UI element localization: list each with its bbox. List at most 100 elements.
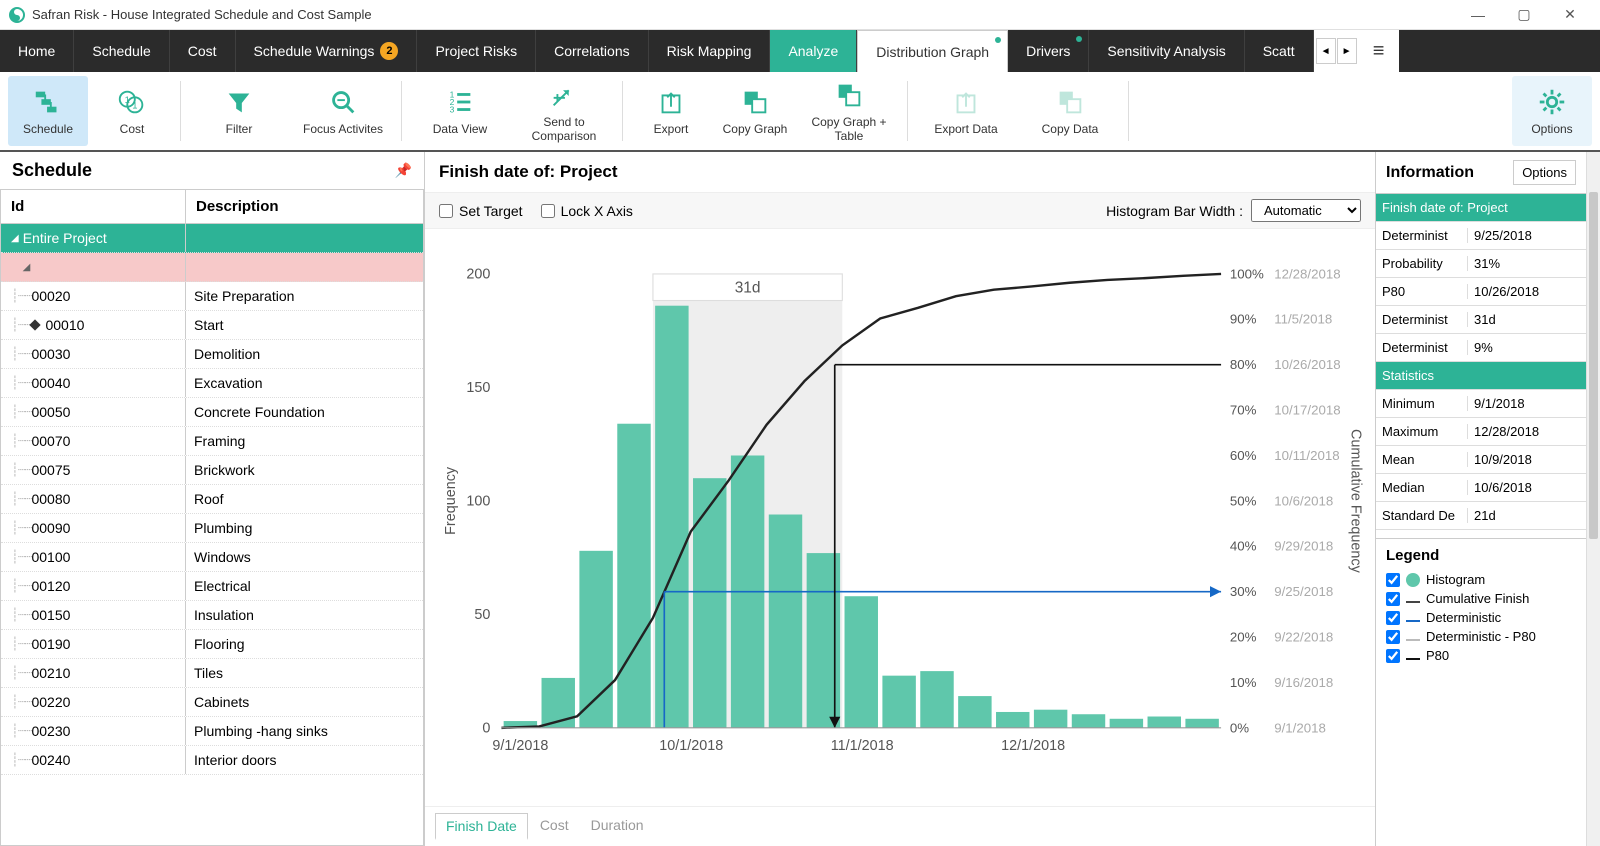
tool-copy-graph[interactable]: Copy Graph	[715, 76, 795, 146]
copygraph-icon	[739, 86, 771, 118]
table-row[interactable]: ◢	[1, 253, 423, 282]
lock-x-checkbox[interactable]: Lock X Axis	[541, 203, 633, 219]
ribbon-tab-scatt[interactable]: Scatt	[1245, 30, 1314, 72]
table-row[interactable]: ┊┈┈ 00230Plumbing -hang sinks	[1, 717, 423, 746]
grid-body[interactable]: ◢ Entire Project ◢ ┊┈┈ 00020Site Prepara…	[0, 224, 424, 846]
svg-text:30%: 30%	[1230, 584, 1257, 599]
svg-text:9/1/2018: 9/1/2018	[1274, 720, 1326, 735]
ribbon-tab-schedule[interactable]: Schedule	[74, 30, 169, 72]
legend-item[interactable]: Cumulative Finish	[1386, 591, 1576, 606]
info-header: Information Options	[1376, 152, 1586, 193]
table-row[interactable]: ┊┈┈ 00010Start	[1, 311, 423, 340]
legend-item[interactable]: P80	[1386, 648, 1576, 663]
ribbon-tab-drivers[interactable]: Drivers	[1008, 30, 1089, 72]
legend-item[interactable]: Histogram	[1386, 572, 1576, 587]
svg-text:60%: 60%	[1230, 448, 1257, 463]
tool-export[interactable]: Export	[631, 76, 711, 146]
focus-icon	[327, 86, 359, 118]
legend-item[interactable]: Deterministic	[1386, 610, 1576, 625]
table-row[interactable]: ┊┈┈ 00090Plumbing	[1, 514, 423, 543]
legend-checkbox[interactable]	[1386, 573, 1400, 587]
col-desc-header[interactable]: Description	[186, 190, 423, 223]
legend-item[interactable]: Deterministic - P80	[1386, 629, 1576, 644]
ribbon-tab-schedule-warnings[interactable]: Schedule Warnings2	[236, 30, 418, 72]
bar-width-select[interactable]: Automatic	[1251, 199, 1361, 222]
ribbon-tab-analyze[interactable]: Analyze	[770, 30, 857, 72]
info-row: Median10/6/2018	[1376, 474, 1586, 502]
tool-cost[interactable]: 11Cost	[92, 76, 172, 146]
col-id-header[interactable]: Id	[1, 190, 186, 223]
tool-data-view[interactable]: 123Data View	[410, 76, 510, 146]
titlebar: Safran Risk - House Integrated Schedule …	[0, 0, 1600, 30]
tool-export-data[interactable]: Export Data	[916, 76, 1016, 146]
table-row[interactable]: ┊┈┈ 00240Interior doors	[1, 746, 423, 775]
svg-text:20%: 20%	[1230, 630, 1257, 645]
close-button[interactable]: ✕	[1548, 1, 1592, 29]
chart-tab-finish-date[interactable]: Finish Date	[435, 813, 528, 840]
chart-tab-cost[interactable]: Cost	[530, 813, 579, 840]
copygraphtable-icon	[833, 79, 865, 111]
tool-copy-data[interactable]: Copy Data	[1020, 76, 1120, 146]
info-row: Maximum12/28/2018	[1376, 418, 1586, 446]
info-row: P8010/26/2018	[1376, 278, 1586, 306]
tool-focus-activites[interactable]: Focus Activites	[293, 76, 393, 146]
table-row[interactable]: ┊┈┈ 00220Cabinets	[1, 688, 423, 717]
exportdata-icon	[950, 86, 982, 118]
info-row: Determinist31d	[1376, 306, 1586, 334]
cost-icon: 11	[116, 86, 148, 118]
copydata-icon	[1054, 86, 1086, 118]
tool-send-to-comparison[interactable]: Send to Comparison	[514, 76, 614, 146]
app-icon	[8, 6, 26, 24]
svg-text:0: 0	[482, 720, 490, 736]
table-row[interactable]: ┊┈┈ 00120Electrical	[1, 572, 423, 601]
svg-text:9/1/2018: 9/1/2018	[492, 738, 548, 754]
set-target-checkbox[interactable]: Set Target	[439, 203, 523, 219]
ribbon-next[interactable]: ►	[1337, 38, 1357, 64]
table-row[interactable]: ┊┈┈ 00020Site Preparation	[1, 282, 423, 311]
table-row[interactable]: ┊┈┈ 00190Flooring	[1, 630, 423, 659]
ribbon-tab-correlations[interactable]: Correlations	[536, 30, 648, 72]
info-row: Determinist9%	[1376, 334, 1586, 362]
svg-text:3: 3	[450, 104, 455, 114]
legend-checkbox[interactable]	[1386, 611, 1400, 625]
pin-icon[interactable]: 📌	[395, 162, 412, 179]
table-row[interactable]: ┊┈┈ 00100Windows	[1, 543, 423, 572]
options-icon	[1536, 86, 1568, 118]
tool-schedule[interactable]: Schedule	[8, 76, 88, 146]
legend-checkbox[interactable]	[1386, 649, 1400, 663]
info-row: Mean10/9/2018	[1376, 446, 1586, 474]
chart-tab-duration[interactable]: Duration	[581, 813, 654, 840]
ribbon-menu-icon[interactable]: ≡	[1359, 30, 1399, 72]
ribbon-nav: HomeScheduleCostSchedule Warnings2Projec…	[0, 30, 1600, 72]
info-options-button[interactable]: Options	[1513, 160, 1576, 185]
ribbon-prev[interactable]: ◄	[1316, 38, 1336, 64]
table-row[interactable]: ┊┈┈ 00050Concrete Foundation	[1, 398, 423, 427]
legend-title: Legend	[1386, 547, 1576, 564]
legend-checkbox[interactable]	[1386, 630, 1400, 644]
table-row[interactable]: ┊┈┈ 00150Insulation	[1, 601, 423, 630]
svg-text:100%: 100%	[1230, 266, 1264, 281]
table-row[interactable]: ┊┈┈ 00080Roof	[1, 485, 423, 514]
maximize-button[interactable]: ▢	[1502, 1, 1546, 29]
info-scrollbar[interactable]	[1586, 152, 1600, 846]
info-panel: Information Options Finish date of: Proj…	[1376, 152, 1586, 846]
table-row[interactable]: ┊┈┈ 00070Framing	[1, 427, 423, 456]
legend-checkbox[interactable]	[1386, 592, 1400, 606]
table-row[interactable]: ┊┈┈ 00075Brickwork	[1, 456, 423, 485]
ribbon-tab-home[interactable]: Home	[0, 30, 74, 72]
table-row[interactable]: ┊┈┈ 00210Tiles	[1, 659, 423, 688]
ribbon-tab-cost[interactable]: Cost	[170, 30, 236, 72]
ribbon-tab-distribution-graph[interactable]: Distribution Graph	[857, 30, 1008, 72]
table-row[interactable]: ┊┈┈ 00040Excavation	[1, 369, 423, 398]
table-row[interactable]: ┊┈┈ 00030Demolition	[1, 340, 423, 369]
tool-filter[interactable]: Filter	[189, 76, 289, 146]
ribbon-tab-sensitivity-analysis[interactable]: Sensitivity Analysis	[1089, 30, 1244, 72]
svg-text:0%: 0%	[1230, 720, 1249, 735]
tool-copy-graph-+-table[interactable]: Copy Graph + Table	[799, 76, 899, 146]
table-row[interactable]: ◢ Entire Project	[1, 224, 423, 253]
info-title: Information	[1386, 164, 1474, 182]
ribbon-tab-risk-mapping[interactable]: Risk Mapping	[649, 30, 771, 72]
minimize-button[interactable]: —	[1456, 1, 1500, 29]
tool-options[interactable]: Options	[1512, 76, 1592, 146]
ribbon-tab-project-risks[interactable]: Project Risks	[417, 30, 536, 72]
